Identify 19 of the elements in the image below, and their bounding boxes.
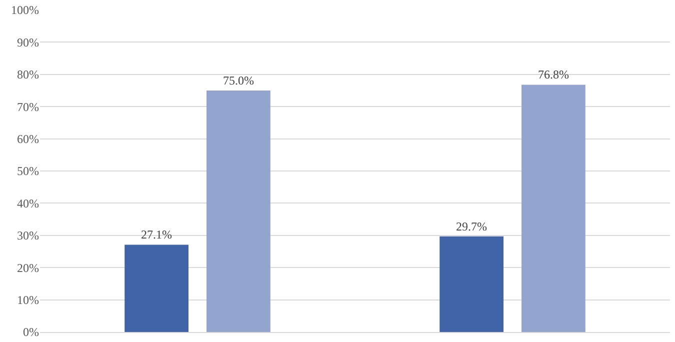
y-tick-label: 90% (17, 35, 39, 50)
y-tick-label: 40% (17, 196, 39, 210)
y-tick-label: 80% (17, 68, 39, 82)
y-tick-label: 60% (17, 132, 39, 146)
y-tick-label: 0% (23, 325, 39, 340)
bar (124, 244, 188, 332)
data-label: 75.0% (222, 74, 254, 88)
y-tick-label: 20% (17, 260, 39, 275)
data-label: 29.7% (456, 219, 488, 234)
bar (206, 90, 270, 332)
data-label: 76.8% (538, 68, 569, 82)
y-tick-label: 100% (11, 3, 39, 18)
bar (440, 236, 504, 332)
y-tick-label: 10% (17, 293, 39, 307)
y-tick-label: 70% (17, 100, 39, 114)
bar (522, 84, 586, 332)
y-tick-label: 50% (17, 164, 39, 178)
y-tick-label: 30% (17, 228, 39, 243)
data-label: 27.1% (141, 228, 172, 242)
